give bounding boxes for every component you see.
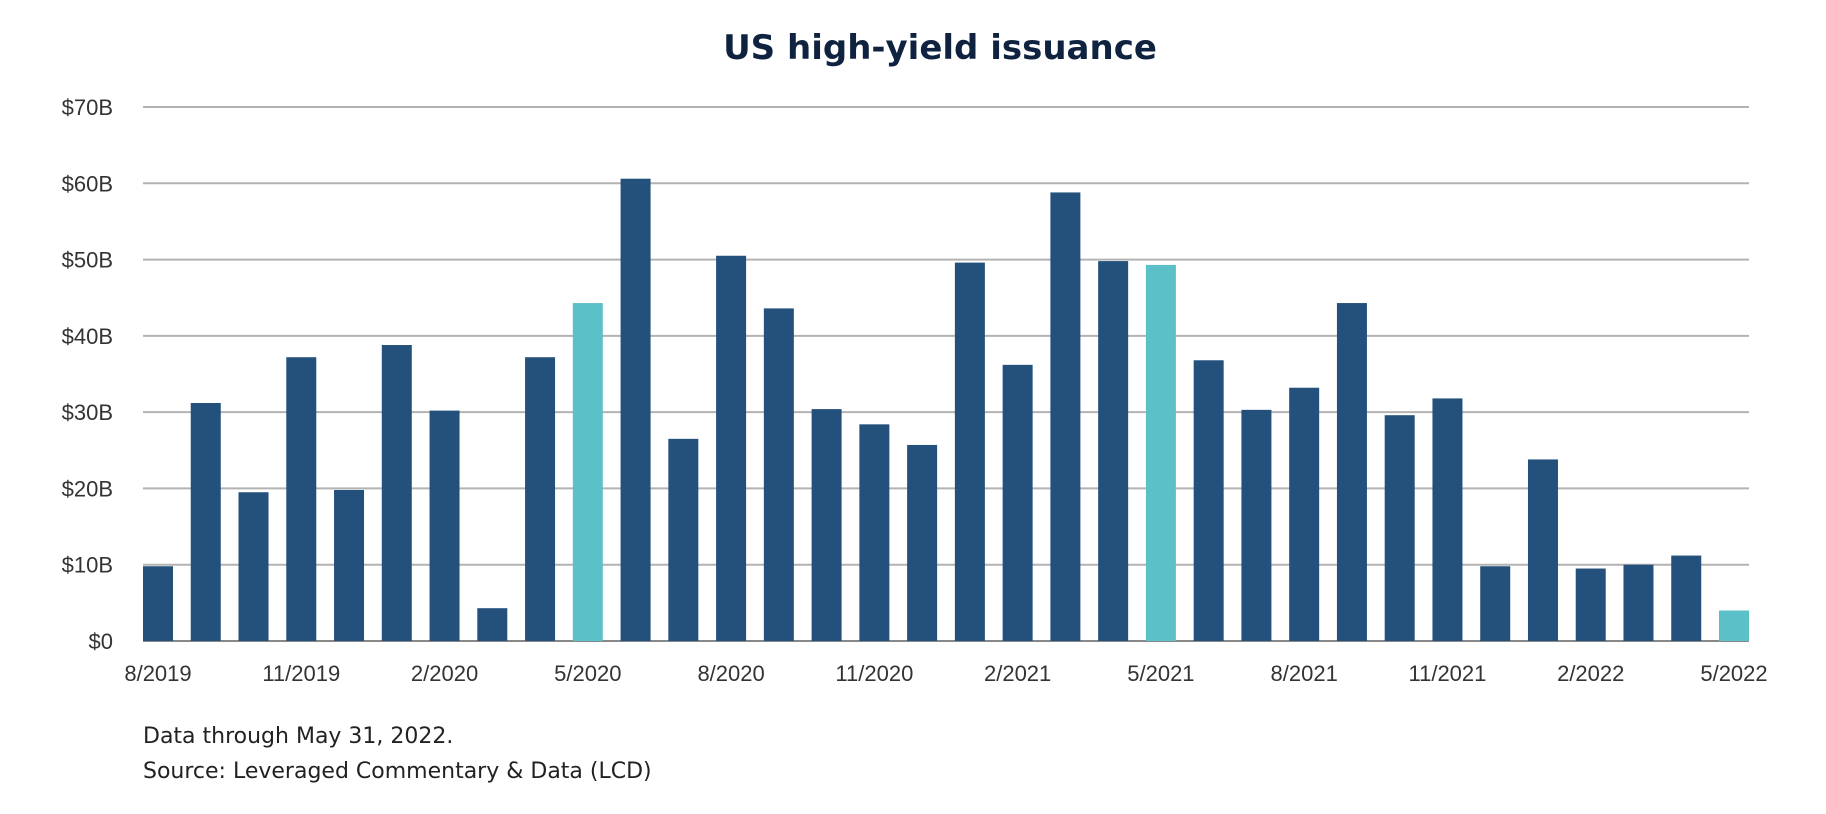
bar	[954, 262, 985, 641]
bar	[477, 608, 508, 641]
bar	[668, 438, 699, 641]
x-tick-label: 5/2020	[554, 661, 621, 686]
bar	[381, 345, 412, 641]
y-tick-label: $0	[89, 629, 113, 654]
bar	[1289, 387, 1320, 641]
bar	[525, 357, 556, 641]
x-axis: 8/2019 11/2019 2/2020 5/2020 8/2020 11/2020 2/…	[124, 661, 1767, 686]
bar	[620, 178, 651, 642]
bar	[286, 357, 317, 641]
bar	[190, 402, 221, 641]
x-tick-label: 8/2020	[697, 661, 764, 686]
bar	[1480, 566, 1511, 641]
y-tick-label: $30B	[62, 400, 113, 425]
bar	[859, 424, 890, 641]
x-tick-label: 2/2020	[411, 661, 478, 686]
y-tick-label: $20B	[62, 476, 113, 501]
bar	[907, 444, 938, 641]
x-tick-label: 2/2021	[984, 661, 1051, 686]
bar	[1002, 364, 1033, 641]
bar	[143, 566, 173, 641]
y-axis: $0 $10B $20B $30B $40B $50B $60B $70B	[62, 95, 113, 654]
bar	[334, 489, 365, 641]
y-tick-label: $40B	[62, 324, 113, 349]
source-note: Source: Leveraged Commentary & Data (LCD…	[143, 759, 652, 784]
x-tick-label: 5/2021	[1127, 661, 1194, 686]
bar	[1623, 564, 1654, 641]
bar	[1575, 568, 1606, 641]
bar	[238, 492, 269, 641]
x-tick-label: 11/2020	[835, 661, 913, 686]
data-through-note: Data through May 31, 2022.	[143, 724, 454, 749]
x-tick-label: 5/2022	[1700, 661, 1767, 686]
bar	[1336, 303, 1367, 641]
y-tick-label: $60B	[62, 171, 113, 196]
bar	[1241, 409, 1272, 641]
y-tick-label: $10B	[62, 553, 113, 578]
bars	[143, 178, 1749, 642]
bar	[1432, 398, 1463, 641]
x-tick-label: 11/2019	[262, 661, 340, 686]
bar	[1671, 555, 1702, 641]
y-tick-label: $50B	[62, 248, 113, 273]
bar	[1098, 261, 1129, 641]
x-tick-label: 8/2021	[1271, 661, 1338, 686]
bar	[1527, 459, 1558, 641]
bar	[429, 410, 460, 641]
bar-highlight	[1719, 610, 1749, 641]
bar	[1384, 415, 1415, 641]
bar	[716, 255, 747, 641]
y-tick-label: $70B	[62, 95, 113, 120]
bar	[1193, 360, 1224, 641]
bar-highlight	[1145, 264, 1176, 641]
bar	[811, 409, 842, 641]
bar	[1050, 192, 1081, 641]
chart-title: US high-yield issuance	[723, 28, 1157, 68]
bar	[763, 308, 794, 641]
x-tick-label: 11/2021	[1409, 661, 1487, 686]
x-tick-label: 8/2019	[124, 661, 191, 686]
x-tick-label: 2/2022	[1557, 661, 1624, 686]
bar-highlight	[572, 303, 603, 641]
